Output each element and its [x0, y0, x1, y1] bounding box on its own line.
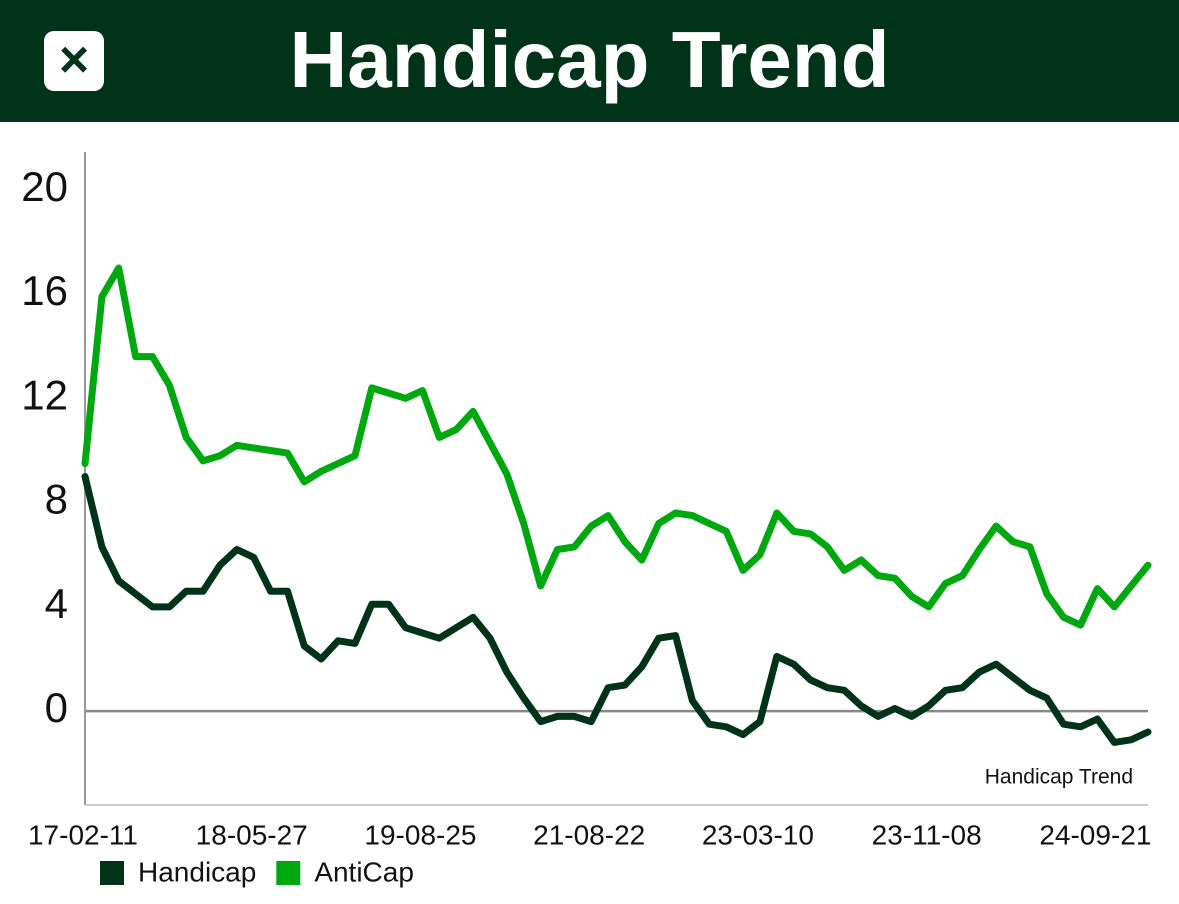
legend-swatch — [100, 861, 124, 885]
chart: Handicap Trend 0 4 8 12 16 20 17-02-11 18-05-27… — [21, 152, 1152, 887]
legend-label: AntiCap — [314, 856, 414, 887]
legend-label: Handicap — [138, 856, 256, 887]
legend-swatch — [276, 861, 301, 885]
y-tick-label: 0 — [45, 684, 68, 731]
series-line — [81, 473, 1152, 746]
x-tick-label: 23-11-08 — [872, 819, 982, 850]
y-tick-label: 16 — [21, 267, 68, 314]
y-tick-label: 20 — [21, 163, 68, 210]
x-tick-label: 24-09-21 — [1039, 819, 1151, 850]
x-tick-label: 18-05-27 — [196, 819, 308, 850]
y-tick-label: 4 — [45, 580, 68, 627]
close-button[interactable]: × — [44, 31, 104, 91]
x-tick-label: 17-02-11 — [28, 819, 138, 850]
annotation: Handicap Trend — [985, 766, 1133, 789]
x-tick-label: 19-08-25 — [364, 819, 476, 850]
header: × Handicap Trend — [0, 0, 1179, 122]
x-tick-label: 21-08-22 — [533, 819, 645, 850]
series-line — [81, 264, 1152, 629]
x-tick-label: 23-03-10 — [702, 819, 814, 850]
y-tick-label: 8 — [45, 476, 68, 523]
y-tick-label: 12 — [21, 371, 68, 418]
header-title: Handicap Trend — [289, 15, 890, 104]
